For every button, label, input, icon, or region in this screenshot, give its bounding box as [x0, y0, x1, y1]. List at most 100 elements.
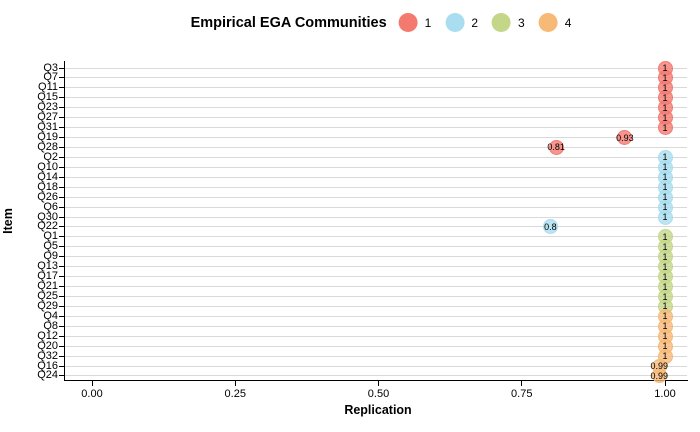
y-tick — [59, 305, 64, 307]
gridline — [64, 365, 687, 367]
y-tick — [59, 325, 64, 327]
legend: 1 2 3 4 — [398, 13, 586, 32]
y-axis-label: Q14 — [37, 170, 58, 183]
legend-item-community-4: 4 — [538, 13, 572, 32]
x-axis-tick-label: 0.75 — [511, 388, 533, 400]
gridline — [64, 107, 687, 109]
y-tick — [59, 256, 64, 258]
y-tick — [59, 146, 64, 148]
data-point-label: 1 — [662, 112, 668, 123]
data-point-label: 1 — [662, 212, 668, 223]
data-point-label: 1 — [662, 331, 668, 342]
data-point-label: 1 — [662, 182, 668, 193]
data-point-label: 0.93 — [616, 132, 634, 143]
data-point-label: 0.81 — [547, 142, 565, 153]
gridline — [64, 216, 687, 218]
gridline — [64, 266, 687, 268]
data-point — [542, 219, 558, 235]
data-point-label: 1 — [662, 152, 668, 163]
data-point-label: 1 — [662, 341, 668, 352]
gridline — [64, 206, 687, 208]
data-point-label: 1 — [662, 281, 668, 292]
x-tick — [234, 381, 236, 386]
y-tick — [59, 77, 64, 79]
y-tick — [59, 97, 64, 99]
y-axis-label: Q2 — [43, 150, 58, 163]
y-axis-label: Q8 — [43, 319, 58, 332]
legend-label: 4 — [564, 15, 572, 30]
y-tick — [59, 226, 64, 228]
y-axis-label: Q19 — [37, 131, 58, 144]
data-point-label: 1 — [662, 271, 668, 282]
gridline — [64, 166, 687, 168]
data-point-label: 1 — [662, 351, 668, 362]
y-axis-label: Q15 — [37, 91, 58, 104]
gridline — [64, 246, 687, 248]
x-tick — [664, 381, 666, 386]
gridline — [64, 176, 687, 178]
gridline — [64, 315, 687, 317]
y-axis-label: Q24 — [37, 369, 58, 382]
legend-swatch-icon — [398, 13, 418, 32]
data-point-label: 1 — [662, 122, 668, 133]
chart-title: Empirical EGA Communities — [190, 14, 387, 31]
y-tick — [59, 87, 64, 89]
y-axis-label: Q20 — [37, 339, 58, 352]
data-point-label: 1 — [662, 172, 668, 183]
y-tick — [59, 137, 64, 139]
x-tick — [91, 381, 93, 386]
legend-item-community-3: 3 — [492, 13, 525, 32]
y-tick — [59, 375, 64, 377]
y-axis-label: Q3 — [43, 61, 58, 74]
y-axis-label: Q22 — [37, 220, 58, 233]
y-axis-label: Q13 — [37, 260, 58, 273]
y-axis-label: Q17 — [37, 270, 58, 283]
y-axis-label: Q25 — [37, 290, 58, 302]
legend-label: 1 — [424, 15, 432, 30]
y-axis-title: Item — [0, 208, 15, 234]
gridline — [64, 325, 687, 327]
gridline — [64, 117, 687, 119]
y-axis-label: Q4 — [43, 309, 58, 322]
y-axis-label: Q11 — [38, 81, 58, 94]
y-tick — [59, 166, 64, 168]
data-point-label: 1 — [662, 72, 668, 83]
gridline — [64, 97, 687, 99]
y-tick — [59, 266, 64, 268]
data-point-label: 1 — [662, 82, 668, 93]
data-point — [548, 139, 564, 155]
y-axis-label: Q26 — [37, 190, 58, 203]
gridline — [64, 186, 687, 188]
data-point — [617, 130, 633, 146]
y-axis-label: Q28 — [37, 140, 58, 153]
data-point-label: 1 — [662, 311, 668, 322]
data-point-label: 1 — [662, 231, 668, 242]
data-point-label: 1 — [662, 241, 668, 252]
y-tick — [59, 196, 64, 198]
gridline — [64, 226, 687, 228]
y-axis-line — [64, 61, 65, 380]
y-tick — [59, 246, 64, 248]
y-tick — [59, 345, 64, 347]
y-tick — [59, 186, 64, 188]
y-axis-label: Q1 — [43, 230, 58, 243]
legend-label: 2 — [471, 15, 479, 30]
data-point-label: 1 — [662, 251, 668, 262]
y-axis-label: Q21 — [37, 280, 58, 293]
legend-item-community-2: 2 — [445, 13, 478, 32]
gridline — [64, 345, 687, 347]
y-tick — [59, 107, 64, 109]
gridline — [64, 256, 687, 258]
data-point — [651, 368, 667, 384]
y-tick — [59, 286, 64, 288]
x-axis-tick-label: 0.50 — [367, 388, 390, 400]
y-axis-label: Q10 — [37, 160, 58, 173]
y-tick — [59, 276, 64, 278]
gridline — [64, 236, 687, 238]
y-axis-label: Q18 — [37, 180, 58, 193]
data-point-label: 1 — [662, 321, 668, 332]
x-axis-tick-label: 0.00 — [81, 388, 103, 400]
gridline — [64, 355, 687, 357]
